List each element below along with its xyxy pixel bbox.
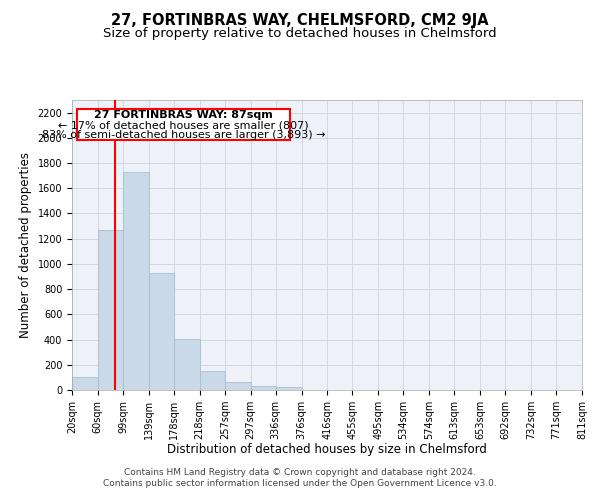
Text: ← 17% of detached houses are smaller (807): ← 17% of detached houses are smaller (80… <box>58 120 309 130</box>
Bar <box>98 230 123 390</box>
Text: 27 FORTINBRAS WAY: 87sqm: 27 FORTINBRAS WAY: 87sqm <box>94 110 273 120</box>
Bar <box>276 388 302 390</box>
Text: Size of property relative to detached houses in Chelmsford: Size of property relative to detached ho… <box>103 28 497 40</box>
Y-axis label: Number of detached properties: Number of detached properties <box>19 152 32 338</box>
Text: 83% of semi-detached houses are larger (3,893) →: 83% of semi-detached houses are larger (… <box>42 130 325 140</box>
Bar <box>149 272 174 390</box>
Bar <box>225 382 251 390</box>
Bar <box>174 339 200 390</box>
Bar <box>251 386 276 390</box>
Text: Contains HM Land Registry data © Crown copyright and database right 2024.
Contai: Contains HM Land Registry data © Crown c… <box>103 468 497 487</box>
Text: 27, FORTINBRAS WAY, CHELMSFORD, CM2 9JA: 27, FORTINBRAS WAY, CHELMSFORD, CM2 9JA <box>111 12 489 28</box>
Text: Distribution of detached houses by size in Chelmsford: Distribution of detached houses by size … <box>167 442 487 456</box>
Bar <box>77 109 290 140</box>
Bar <box>200 371 225 390</box>
Bar <box>123 172 149 390</box>
Bar <box>72 378 98 390</box>
